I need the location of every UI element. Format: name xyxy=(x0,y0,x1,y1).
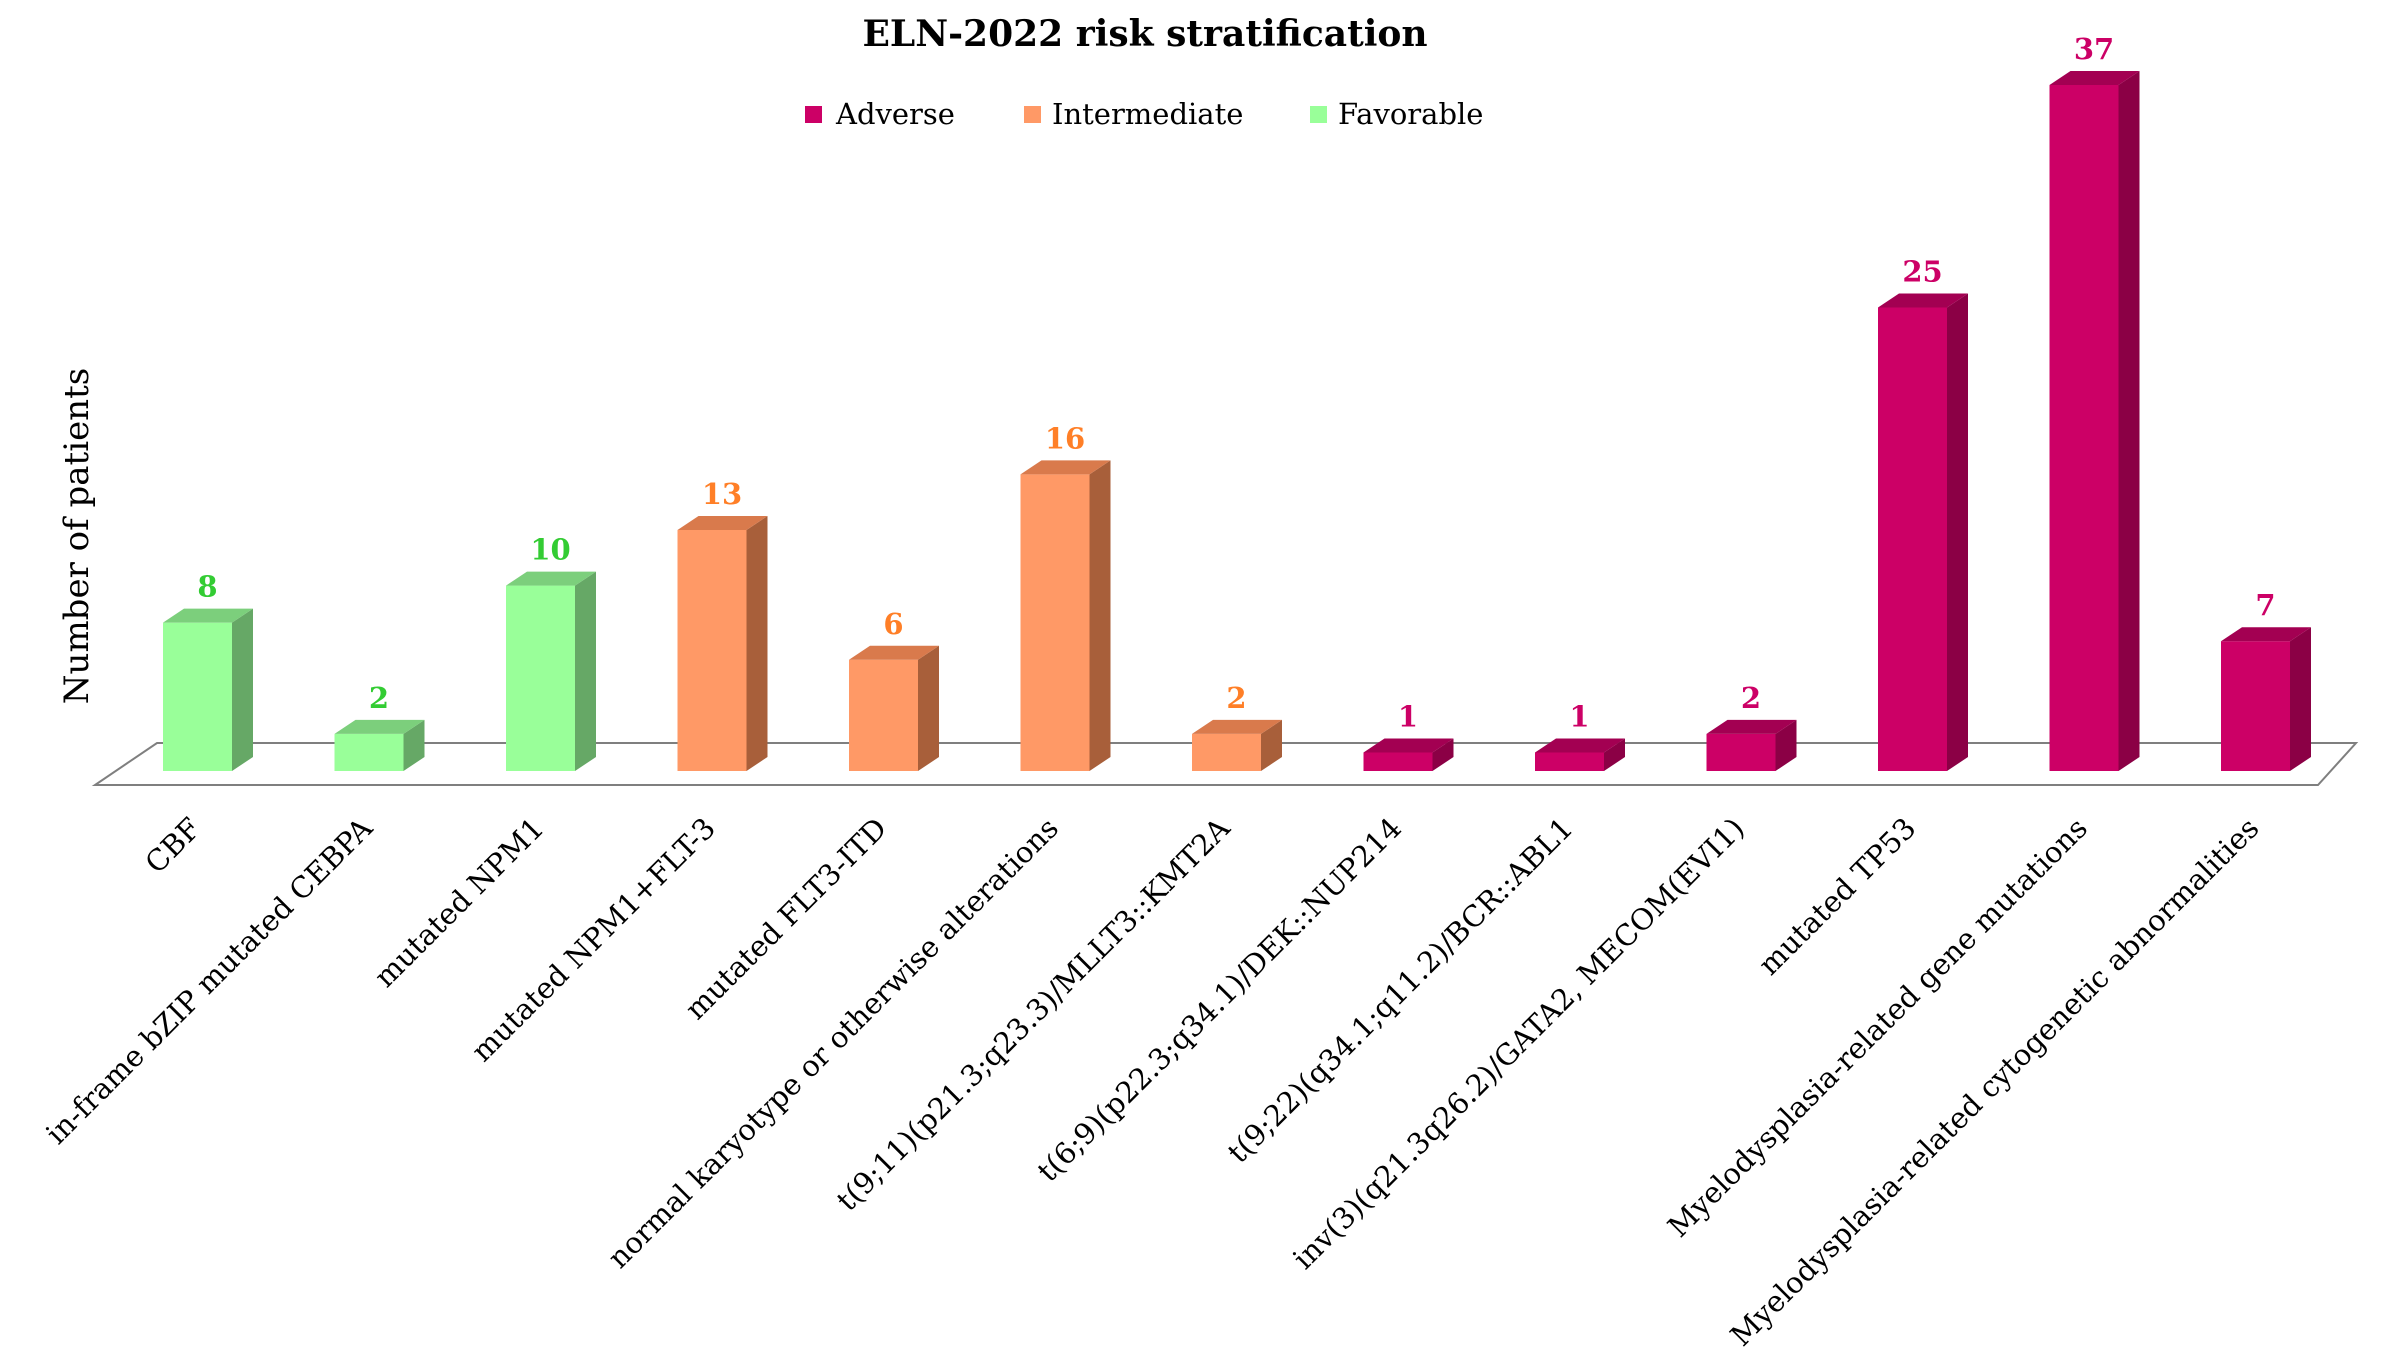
bar xyxy=(1535,738,1625,771)
value-label: 25 xyxy=(1902,254,1942,288)
legend: Adverse Intermediate Favorable xyxy=(805,97,1483,131)
legend-swatch-intermediate xyxy=(1024,106,1041,123)
bar-side xyxy=(575,571,596,771)
bar-top xyxy=(163,608,253,623)
bar-top xyxy=(2221,627,2311,642)
legend-label-intermediate: Intermediate xyxy=(1052,97,1243,131)
value-label: 10 xyxy=(530,533,570,567)
category-label: t(9;11)(p21.3;q23.3)/MLLT3::KMT2A xyxy=(830,810,1237,1217)
value-label: 2 xyxy=(369,681,389,715)
bar-front xyxy=(1192,733,1261,771)
bar-side xyxy=(2118,71,2140,771)
category-label: in-frame bZIP mutated CEBPA xyxy=(39,810,380,1151)
value-label: 13 xyxy=(702,477,742,511)
bar-side xyxy=(1775,719,1797,771)
bar xyxy=(1363,738,1454,771)
value-label: 1 xyxy=(1569,699,1589,733)
bar-top xyxy=(506,571,596,586)
bar xyxy=(1878,293,1968,771)
category-label: mutated TP53 xyxy=(1752,811,1923,982)
bar-top xyxy=(1192,719,1282,734)
bar xyxy=(1192,719,1282,771)
bar xyxy=(1020,460,1111,771)
legend-swatch-favorable xyxy=(1310,106,1327,123)
bar xyxy=(1706,719,1797,771)
bar-front xyxy=(1535,752,1604,771)
category-label: mutated NPM1 xyxy=(367,811,550,994)
y-axis-label: Number of patients xyxy=(57,368,97,704)
bar xyxy=(677,515,768,771)
value-label: 37 xyxy=(2074,32,2114,66)
value-label: 2 xyxy=(1741,681,1761,715)
bar-top xyxy=(1363,738,1454,753)
bar-side xyxy=(232,608,253,771)
bar-top xyxy=(1020,460,1111,475)
value-label: 8 xyxy=(197,570,217,604)
bar-front xyxy=(1363,752,1433,771)
bars xyxy=(163,71,2311,771)
bar xyxy=(506,571,596,771)
value-label: 1 xyxy=(1398,699,1418,733)
category-label: t(6;9)(p22.3;q34.1)/DEK::NUP214 xyxy=(1031,811,1408,1188)
bar-side xyxy=(1089,460,1111,771)
bar-side xyxy=(1432,738,1454,771)
legend-label-adverse: Adverse xyxy=(835,97,955,131)
bar-side xyxy=(1947,293,1968,771)
category-label: CBF xyxy=(138,811,207,880)
bar-front xyxy=(1878,307,1947,771)
value-label: 2 xyxy=(1226,681,1246,715)
bar-front xyxy=(677,529,747,771)
bar-front xyxy=(334,733,404,771)
legend-label-favorable: Favorable xyxy=(1338,97,1483,131)
bar xyxy=(2049,71,2140,771)
bar-front xyxy=(1706,733,1776,771)
bar-side xyxy=(403,719,425,771)
bar-top xyxy=(677,515,768,530)
bar-top xyxy=(2049,71,2140,85)
bar-top xyxy=(1706,719,1797,734)
bar-front xyxy=(849,659,918,771)
bar-side xyxy=(1261,719,1282,771)
bar-front xyxy=(1020,474,1090,771)
bar-side xyxy=(2290,627,2311,771)
legend-swatch-adverse xyxy=(805,106,822,123)
bar-front xyxy=(2221,641,2290,771)
chart-title: ELN-2022 risk stratification xyxy=(862,13,1427,55)
value-label: 16 xyxy=(1045,421,1085,455)
bar xyxy=(849,645,939,771)
value-label: 6 xyxy=(883,607,903,641)
bar xyxy=(2221,627,2311,771)
floor-plane xyxy=(91,742,2359,786)
bar-front xyxy=(2049,85,2119,771)
bar-top xyxy=(849,645,939,660)
bar-top xyxy=(334,719,425,734)
value-labels: 8 2 10 13 6 16 2 1 1 2 25 37 7 xyxy=(197,32,2275,733)
bar-side xyxy=(1604,738,1625,771)
category-label: t(9;22)(q34.1;q11.2)/BCR::ABL1 xyxy=(1221,811,1580,1170)
bar-front xyxy=(506,585,575,771)
bar-top xyxy=(1535,738,1625,753)
bar xyxy=(334,719,425,771)
bar-side xyxy=(918,645,939,771)
bar-side xyxy=(746,515,768,771)
bar-front xyxy=(163,622,232,771)
bar xyxy=(163,608,253,771)
value-label: 7 xyxy=(2255,588,2275,622)
bar-top xyxy=(1878,293,1968,308)
